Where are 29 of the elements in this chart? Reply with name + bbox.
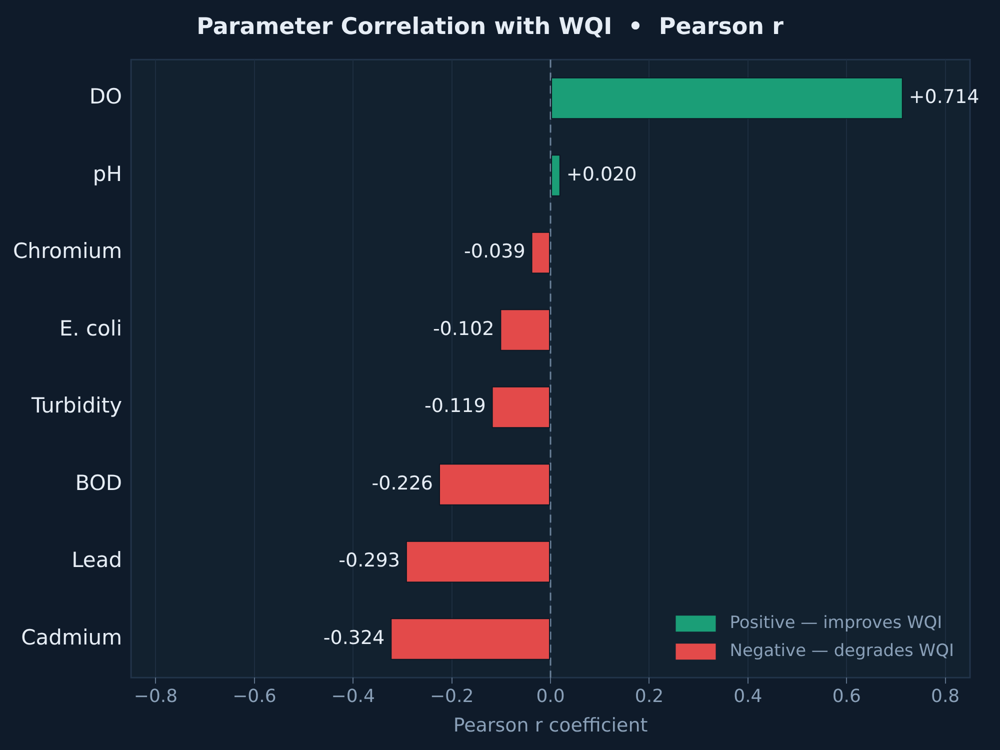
legend-label: Positive — improves WQI: [730, 613, 942, 634]
legend-label: Negative — degrades WQI: [730, 641, 954, 662]
x-tick-label: 0.4: [734, 686, 762, 708]
y-tick-label: Cadmium: [21, 625, 122, 650]
x-tick-label: 0.8: [931, 686, 960, 708]
x-tick-label: −0.6: [232, 686, 276, 708]
y-tick-label: Lead: [72, 548, 122, 572]
data-label: -0.039: [464, 240, 526, 263]
x-tick-label: −0.2: [430, 686, 474, 708]
data-label: -0.324: [323, 626, 385, 649]
data-label: -0.102: [432, 318, 494, 340]
y-tick-label: Turbidity: [30, 394, 122, 418]
data-label: -0.119: [424, 395, 486, 418]
y-tick-label: DO: [89, 84, 122, 109]
data-label: -0.226: [372, 472, 433, 494]
data-label: +0.020: [566, 163, 637, 186]
x-tick-label: 0.6: [832, 686, 861, 708]
data-label: +0.714: [908, 86, 980, 108]
y-tick-label: Chromium: [12, 239, 122, 264]
x-tick-label: 0.2: [634, 686, 664, 708]
x-tick-label: 0.0: [536, 686, 565, 708]
x-tick-label: −0.4: [331, 686, 375, 708]
x-axis-title: Pearson r coefficient: [453, 714, 648, 737]
chart-title: Parameter Correlation with WQI • Pearson r: [196, 14, 784, 40]
data-label: -0.293: [338, 550, 400, 572]
y-tick-label: BOD: [75, 470, 122, 495]
x-tick-label: −0.8: [134, 686, 178, 708]
y-tick-label: E. coli: [59, 316, 122, 340]
y-tick-label: pH: [92, 162, 122, 186]
